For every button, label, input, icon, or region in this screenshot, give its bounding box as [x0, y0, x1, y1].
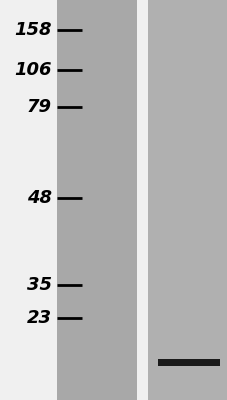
Text: 35: 35 — [27, 276, 52, 294]
Bar — [157, 358, 219, 366]
Text: 23: 23 — [27, 309, 52, 327]
Bar — [57, 0, 136, 400]
Bar — [147, 0, 227, 400]
Text: 158: 158 — [15, 21, 52, 39]
Text: 106: 106 — [15, 61, 52, 79]
Text: 48: 48 — [27, 189, 52, 207]
Text: 79: 79 — [27, 98, 52, 116]
